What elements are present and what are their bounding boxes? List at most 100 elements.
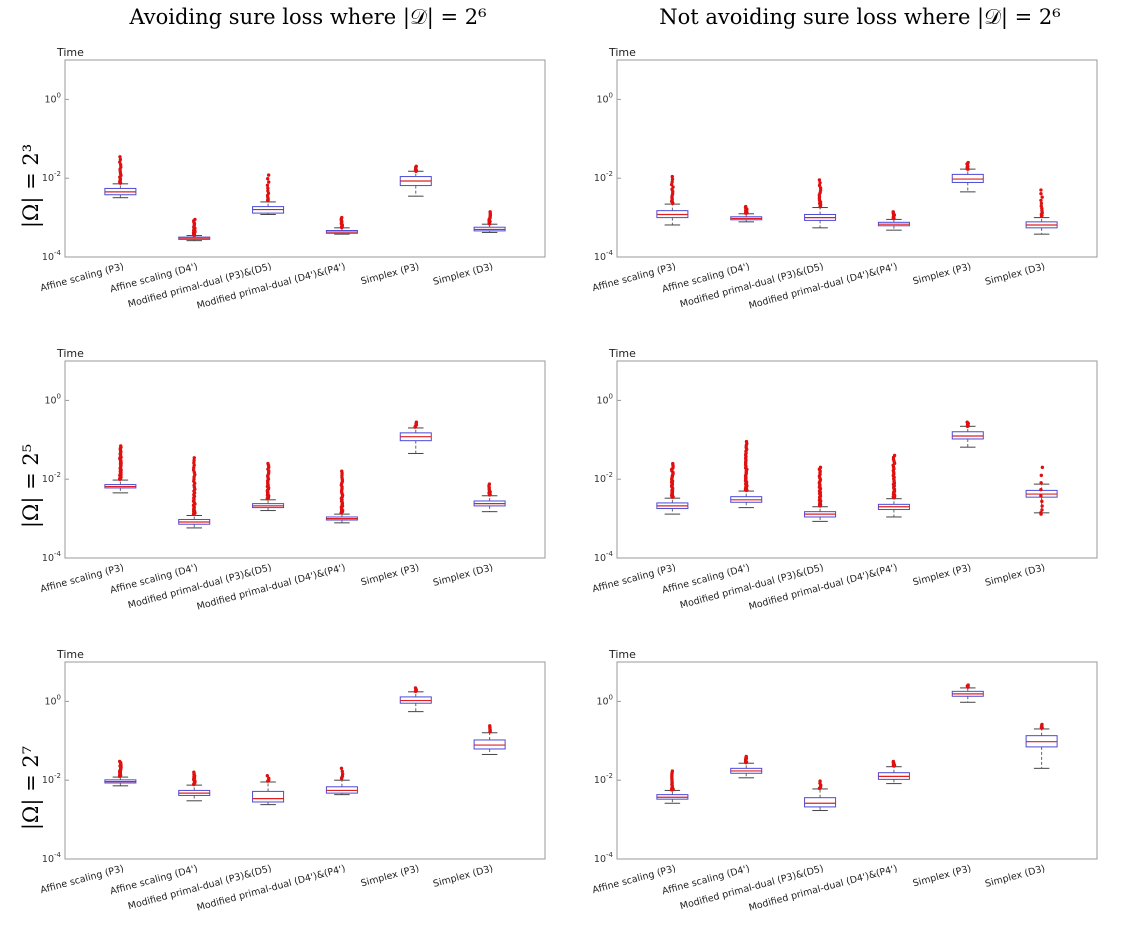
outlier-point (118, 155, 122, 159)
outlier-point (414, 164, 418, 169)
x-tick-label: Simplex (D3) (432, 562, 494, 589)
outlier-point (818, 188, 823, 193)
box-4 (877, 759, 910, 785)
outlier-point (670, 769, 675, 773)
outlier-point (118, 160, 122, 164)
outlier-point (818, 779, 822, 783)
outlier-point (1039, 188, 1043, 192)
outlier-point (818, 181, 822, 185)
box-6 (473, 210, 506, 233)
box-6 (473, 482, 506, 513)
outlier-point (1039, 192, 1043, 196)
outlier-point (1040, 504, 1044, 508)
y-tick-label: 10-4 (594, 851, 614, 865)
x-tick-label: Simplex (P3) (912, 261, 973, 287)
box-iqr (951, 173, 984, 183)
y-tick-label: 100 (596, 693, 613, 707)
outlier-point (1039, 481, 1043, 485)
box-1 (104, 155, 137, 199)
outlier-point (744, 439, 749, 444)
box-3 (804, 465, 837, 522)
outlier-point (818, 186, 823, 190)
y-tick-label: 100 (44, 91, 61, 105)
outlier-point (192, 456, 196, 460)
box-iqr (951, 431, 984, 440)
x-tick-label: Simplex (P3) (912, 863, 973, 889)
outlier-point (671, 461, 675, 466)
x-tick-label: Simplex (D3) (984, 562, 1046, 589)
x-tick-label: Simplex (D3) (432, 863, 494, 890)
box-1 (104, 759, 137, 787)
x-tick-label: Simplex (D3) (984, 863, 1046, 890)
outlier-point (340, 769, 345, 774)
y-axis-label: Time (608, 46, 636, 59)
plot-frame (616, 59, 1098, 258)
outlier-point (267, 180, 271, 184)
box-2 (730, 754, 763, 779)
outlier-point (670, 177, 675, 182)
outlier-point (192, 770, 196, 774)
y-axis-label: Time (608, 648, 636, 661)
y-tick-label: 100 (596, 392, 613, 406)
outlier-point (892, 453, 897, 458)
outlier-point (891, 210, 895, 214)
outlier-point (670, 174, 674, 179)
y-tick-label: 10-4 (42, 550, 62, 564)
box-5 (951, 683, 984, 703)
outlier-point (487, 482, 492, 486)
box-iqr (804, 797, 837, 808)
y-tick-label: 10-4 (594, 249, 614, 263)
outlier-point (818, 465, 823, 470)
box-1 (656, 461, 689, 515)
x-tick-label: Simplex (P3) (360, 863, 421, 889)
outlier-point (192, 458, 196, 463)
y-axis-label: Time (56, 648, 84, 661)
box-5 (951, 160, 984, 193)
y-tick-label: 10-2 (42, 772, 61, 786)
outlier-point (266, 173, 271, 177)
x-tick-label: Simplex (D3) (432, 261, 494, 288)
box-5 (399, 420, 432, 454)
outlier-point (966, 683, 970, 687)
column-title-not-avoiding: Not avoiding sure loss where |𝒟| = 2⁶ (659, 5, 1060, 30)
outlier-point (1040, 508, 1044, 512)
box-5 (399, 686, 432, 713)
box-2 (730, 439, 763, 509)
outlier-point (744, 204, 748, 209)
outlier-point (265, 183, 270, 187)
column-title-avoiding: Avoiding sure loss where |𝒟| = 2⁶ (128, 5, 486, 30)
outlier-point (891, 759, 896, 764)
outlier-point (267, 776, 271, 780)
plot-frame (64, 59, 546, 258)
x-tick-label: Simplex (P3) (912, 562, 973, 588)
outlier-point (965, 420, 969, 424)
box-3 (804, 178, 837, 229)
box-4 (325, 469, 358, 524)
outlier-point (1040, 722, 1044, 727)
outlier-point (817, 183, 822, 188)
outlier-point (193, 217, 197, 222)
box-3 (804, 779, 837, 812)
box-6 (1025, 188, 1058, 235)
outlier-point (266, 461, 270, 466)
outlier-point (413, 686, 418, 690)
box-2 (178, 217, 211, 242)
y-tick-label: 10-2 (42, 471, 61, 485)
outlier-point (118, 157, 123, 162)
outlier-point (966, 160, 970, 165)
plot-frame (64, 360, 546, 559)
box-iqr (252, 790, 285, 803)
outlier-point (1039, 201, 1044, 206)
y-tick-label: 100 (44, 392, 61, 406)
outlier-point (1039, 494, 1043, 498)
row-label-omega-2-3: |Ω| = 2³ (19, 144, 44, 228)
outlier-point (669, 182, 674, 187)
y-tick-label: 10-4 (42, 851, 62, 865)
outlier-point (265, 176, 270, 181)
outlier-point (744, 754, 748, 759)
outlier-point (339, 766, 344, 771)
